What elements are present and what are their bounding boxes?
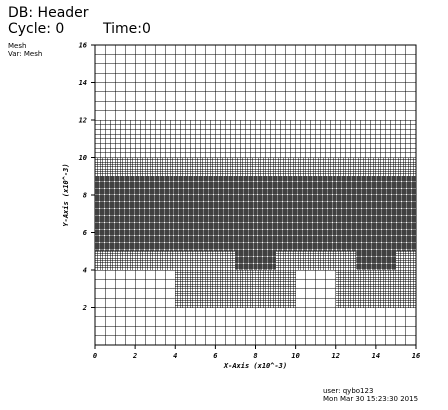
x-tick-label: 0 (93, 352, 97, 360)
y-tick-label: 16 (79, 42, 87, 50)
y-axis-ticks: 2 4 6 8 10 12 14 16 (79, 42, 95, 313)
x-tick-label: 14 (372, 352, 380, 360)
y-tick-label: 2 (82, 304, 87, 312)
mesh-region-lower-right (336, 270, 416, 308)
mesh-region-bump (296, 233, 316, 252)
x-tick-label: 10 (291, 352, 299, 360)
y-axis-title: Y-Axis (x10^-3) (62, 163, 70, 226)
mesh-region-mid-left (95, 251, 235, 270)
mesh-region-notch-b (356, 251, 396, 270)
y-tick-label: 12 (79, 117, 87, 125)
y-tick-label: 14 (79, 79, 87, 87)
x-tick-label: 6 (213, 352, 217, 360)
x-tick-label: 2 (132, 352, 137, 360)
x-tick-label: 8 (253, 352, 257, 360)
mesh-region-mid-center (276, 251, 356, 270)
x-axis-title: X-Axis (x10^-3) (223, 362, 287, 370)
mesh-region-lower-center (175, 270, 295, 308)
mesh-region-band-10-9 (95, 158, 416, 177)
mesh-region-mid-right (396, 251, 416, 270)
y-tick-label: 6 (83, 229, 87, 237)
y-tick-label: 8 (83, 192, 87, 200)
x-tick-label: 12 (332, 352, 340, 360)
mesh-grid (95, 45, 416, 345)
x-tick-label: 16 (412, 352, 420, 360)
y-tick-label: 4 (83, 267, 87, 275)
x-axis-ticks: 0 2 4 6 8 10 12 14 16 (93, 345, 420, 360)
x-tick-label: 4 (173, 352, 177, 360)
mesh-region-notch-a (235, 251, 275, 270)
y-tick-label: 10 (79, 154, 87, 162)
mesh-region-band-12-10 (95, 120, 416, 158)
mesh-region-dense-core (95, 176, 416, 251)
